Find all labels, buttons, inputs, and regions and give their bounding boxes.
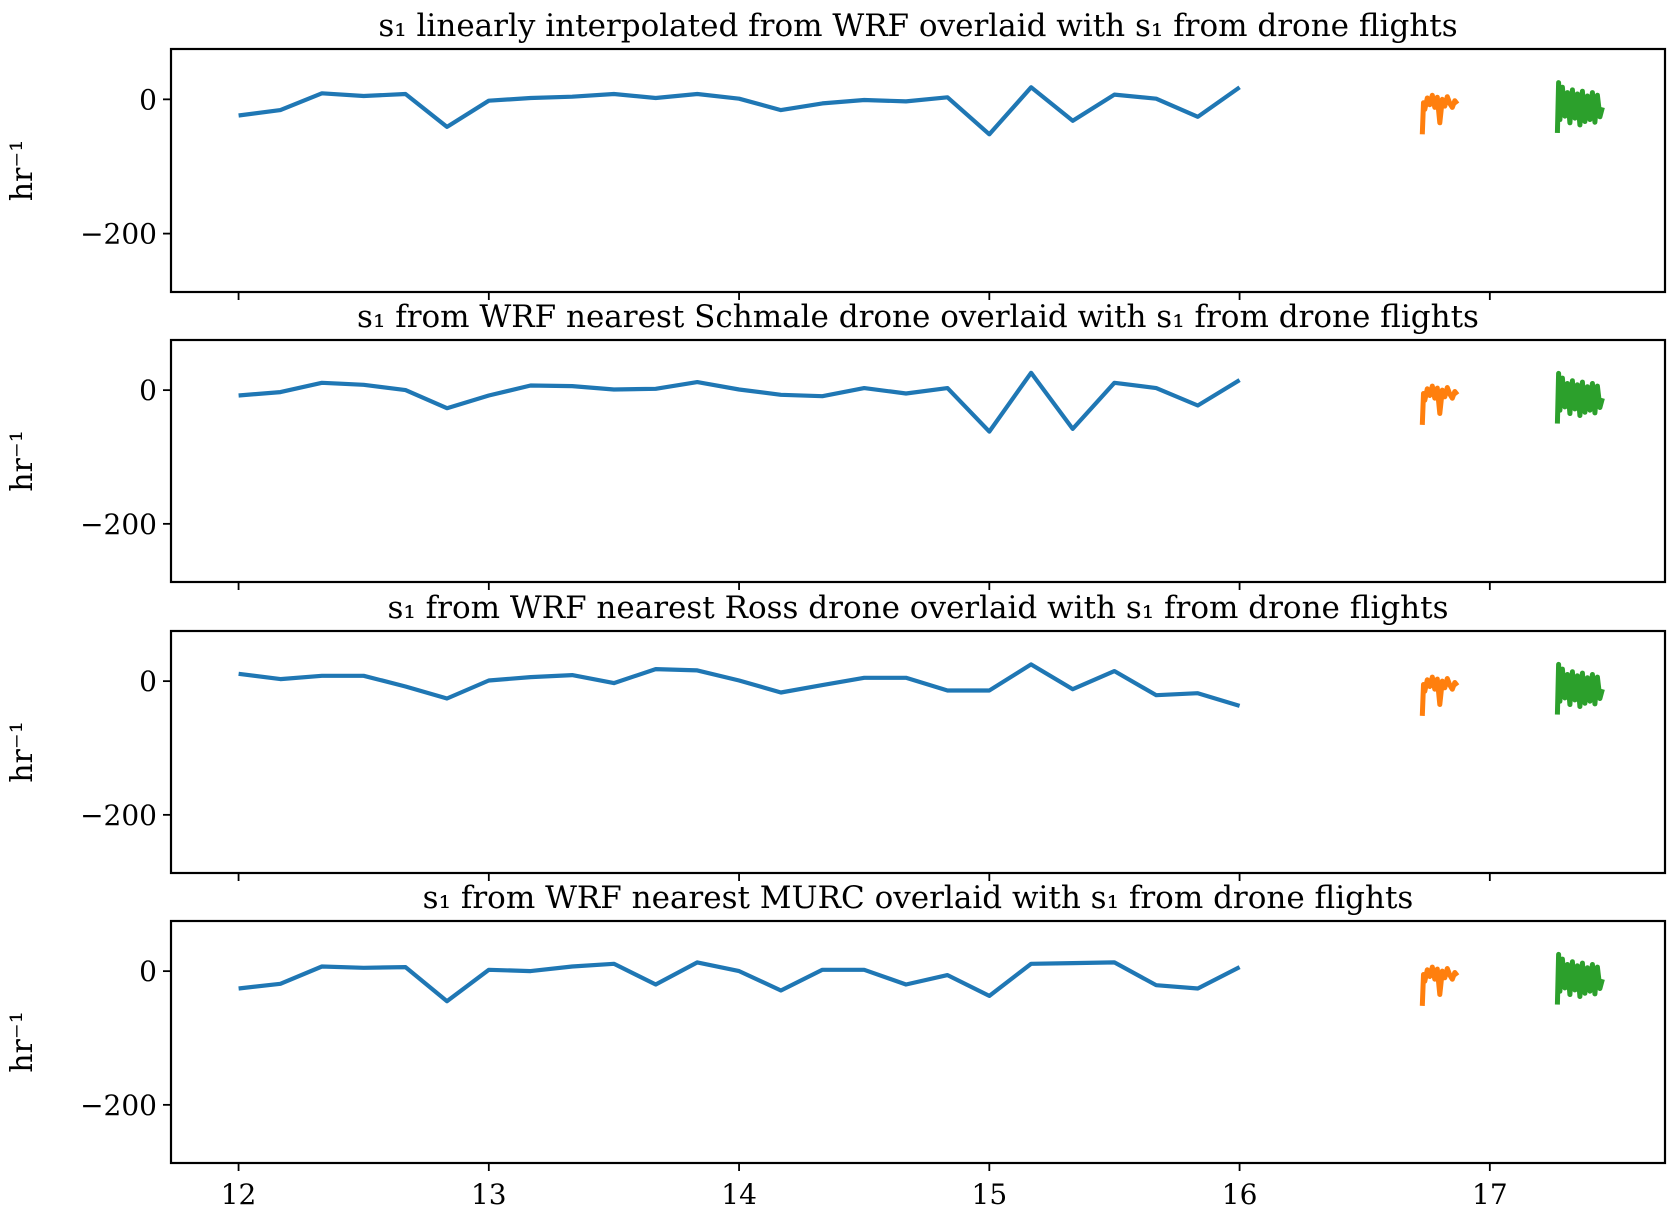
y-tick-label: −200 bbox=[80, 218, 157, 251]
series-line-3 bbox=[1554, 951, 1605, 1005]
x-tick-label: 15 bbox=[972, 1178, 1008, 1211]
series-line-2 bbox=[1419, 674, 1460, 716]
series-line-1 bbox=[238, 662, 1241, 708]
y-axis-label: hr⁻¹ bbox=[5, 1011, 40, 1073]
series-line-1 bbox=[238, 960, 1241, 1004]
series-line-1 bbox=[238, 85, 1241, 137]
y-axis-label: hr⁻¹ bbox=[5, 430, 40, 492]
x-tick-label: 12 bbox=[221, 1178, 257, 1211]
subplot-title: s₁ linearly interpolated from WRF overla… bbox=[378, 8, 1457, 44]
x-tick-label: 16 bbox=[1222, 1178, 1258, 1211]
y-tick-label: 0 bbox=[139, 83, 157, 116]
subplot-4: s₁ from WRF nearest MURC overlaid with s… bbox=[5, 880, 1667, 1211]
y-tick-label: −200 bbox=[80, 508, 157, 541]
plot-frame bbox=[169, 919, 1667, 1165]
series-line-1 bbox=[238, 370, 1241, 434]
plot-frame bbox=[169, 47, 1667, 294]
x-tick-label: 13 bbox=[471, 1178, 507, 1211]
subplot-2: s₁ from WRF nearest Schmale drone overla… bbox=[5, 299, 1667, 590]
y-tick-label: 0 bbox=[139, 665, 157, 698]
x-tick-label: 14 bbox=[721, 1178, 757, 1211]
y-axis-label: hr⁻¹ bbox=[5, 721, 40, 783]
subplot-title: s₁ from WRF nearest Ross drone overlaid … bbox=[387, 590, 1448, 626]
y-tick-label: −200 bbox=[80, 799, 157, 832]
y-tick-label: 0 bbox=[139, 955, 157, 988]
series-line-2 bbox=[1419, 964, 1460, 1006]
series-line-2 bbox=[1419, 383, 1460, 425]
x-tick-label: 17 bbox=[1472, 1178, 1508, 1211]
y-axis-label: hr⁻¹ bbox=[5, 140, 40, 202]
series-line-3 bbox=[1554, 661, 1605, 715]
plot-frame bbox=[169, 629, 1667, 875]
y-tick-label: 0 bbox=[139, 374, 157, 407]
series-line-3 bbox=[1554, 370, 1605, 424]
subplot-3: s₁ from WRF nearest Ross drone overlaid … bbox=[5, 590, 1667, 881]
series-line-3 bbox=[1554, 80, 1605, 133]
plot-frame bbox=[169, 338, 1667, 584]
subplot-title: s₁ from WRF nearest MURC overlaid with s… bbox=[423, 880, 1414, 916]
subplot-title: s₁ from WRF nearest Schmale drone overla… bbox=[357, 299, 1479, 335]
subplot-1: s₁ linearly interpolated from WRF overla… bbox=[5, 8, 1667, 300]
series-line-2 bbox=[1419, 92, 1460, 135]
y-tick-label: −200 bbox=[80, 1089, 157, 1122]
